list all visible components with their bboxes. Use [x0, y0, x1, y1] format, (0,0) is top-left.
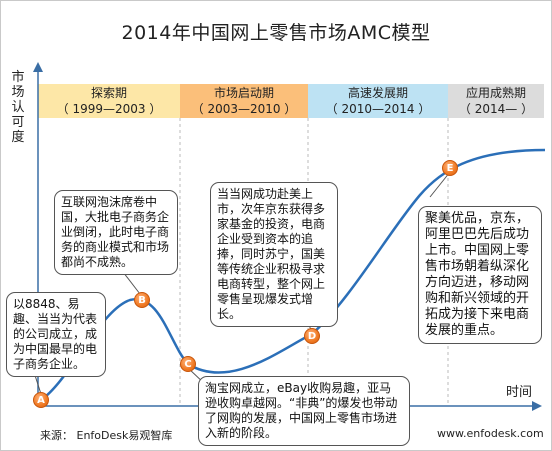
source-note: 来源： EnfoDesk易观智库: [40, 429, 173, 442]
callout-b: 互联网泡沫席卷中国，大批电子商务企业倒闭，此时电子商务的商业模式和市场都尚不成熟…: [54, 190, 178, 275]
phase-name: 探索期: [90, 86, 127, 100]
phase-range: （ 2003—2010 ）: [191, 102, 297, 116]
chart-title: 2014年中国网上零售市场AMC模型: [121, 22, 431, 44]
phase-range: （ 2014— ）: [458, 102, 534, 116]
phase-exploration: 探索期 （ 1999—2003 ）: [38, 84, 180, 118]
y-axis-arrow: [33, 62, 43, 72]
marker-b: B: [134, 292, 150, 308]
phase-name: 市场启动期: [213, 86, 274, 100]
marker-c: C: [180, 356, 196, 372]
x-axis-label: 时间: [506, 385, 533, 400]
phase-name: 应用成熟期: [465, 86, 526, 100]
marker-e: E: [442, 160, 458, 176]
callout-a: 以8848、易趣、当当为代表的公司成立，成为中国最早的电子商务企业。: [6, 292, 106, 377]
x-axis-arrow: [532, 401, 542, 411]
phase-maturity: 应用成熟期 （ 2014— ）: [448, 84, 544, 118]
phase-rapid-growth: 高速发展期 （ 2010—2014 ）: [308, 84, 448, 118]
callout-d: 当当网成功赴美上市，次年京东获得多家基金的投资，电商企业受到资本的追捧，同时苏宁…: [210, 182, 338, 327]
website-credit: www.enfodesk.com: [437, 427, 544, 440]
amc-curve: [40, 148, 546, 402]
phase-name: 高速发展期: [347, 86, 408, 100]
marker-d: D: [304, 328, 320, 344]
phase-range: （ 2010—2014 ）: [325, 102, 431, 116]
callout-c: 淘宝网成立，eBay收购易趣，亚马逊收购卓越网。“非典”的爆发也带动了网购的发展…: [198, 376, 410, 446]
callout-pointer-e: [429, 171, 451, 198]
callout-e: 聚美优品，京东，阿里巴巴先后成功上市。中国网上零售市场朝着纵深化方向迈进，移动网…: [418, 206, 542, 344]
phase-range: （ 1999—2003 ）: [56, 102, 162, 116]
marker-a: A: [33, 392, 49, 408]
phase-launch: 市场启动期 （ 2003—2010 ）: [180, 84, 308, 118]
y-axis-label: 市场认可度: [11, 70, 25, 145]
